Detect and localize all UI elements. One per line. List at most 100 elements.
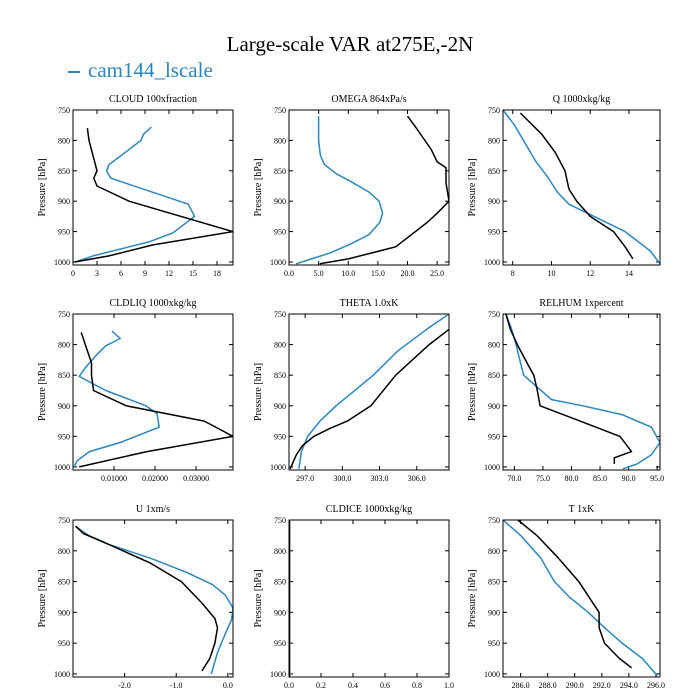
y-axis-label: Pressure [hPa] (253, 158, 264, 216)
y-tick-label: 800 (274, 341, 286, 350)
y-tick-label: 850 (58, 578, 70, 587)
y-tick-label: 950 (274, 228, 286, 237)
x-tick-label: 300.0 (333, 474, 351, 483)
y-tick-label: 1000 (270, 463, 286, 472)
y-tick-label: 750 (488, 106, 500, 115)
x-tick-label: -1.0 (170, 681, 183, 690)
y-tick-label: 900 (488, 608, 500, 617)
y-axis-label: Pressure [hPa] (37, 158, 48, 216)
x-tick-label: 18 (213, 269, 221, 278)
x-tick-label: 70.0 (507, 474, 521, 483)
y-tick-label: 850 (58, 167, 70, 176)
y-tick-label: 800 (274, 547, 286, 556)
series-line-black (79, 332, 233, 468)
plot-frame (288, 109, 450, 266)
y-tick-label: 750 (488, 516, 500, 525)
series-line-black (319, 115, 449, 265)
panel-5: THETA 1.0xK Pressure [hPa] 750 800 850 900 950… (253, 298, 450, 483)
y-tick-label: 900 (274, 197, 286, 206)
panel-title: U 1xm/s (136, 504, 170, 515)
plot-frame (288, 313, 450, 471)
y-tick-label: 750 (274, 310, 286, 319)
x-tick-label: 0.2 (316, 681, 326, 690)
x-tick-label: 0.02000 (142, 474, 168, 483)
x-tick-label: 80.0 (565, 474, 579, 483)
panel-title: T 1xK (569, 504, 595, 515)
series-line-cam144-lscale (298, 314, 449, 469)
y-tick-label: 750 (274, 516, 286, 525)
x-tick-label: 0.01000 (101, 474, 127, 483)
y-tick-label: 1000 (484, 258, 500, 267)
x-tick-label: 292.0 (593, 681, 611, 690)
plot-frame (72, 109, 234, 266)
plot-frame (288, 519, 450, 678)
x-tick-label: 10 (547, 269, 555, 278)
y-tick-label: 750 (58, 516, 70, 525)
x-tick-label: 8 (511, 269, 515, 278)
y-tick-label: 800 (488, 341, 500, 350)
x-tick-label: -2.0 (118, 681, 131, 690)
x-tick-label: 294.0 (620, 681, 638, 690)
figure-title: Large-scale VAR at275E,-2N (226, 32, 474, 56)
y-tick-label: 950 (488, 639, 500, 648)
y-tick-label: 850 (274, 578, 286, 587)
x-tick-label: 5.0 (314, 269, 324, 278)
x-tick-label: 10.0 (341, 269, 355, 278)
x-tick-label: 1.0 (444, 681, 454, 690)
y-tick-label: 900 (58, 197, 70, 206)
panel-8: CLDICE 1000xkg/kg Pressure [hPa] 750 800 850… (253, 504, 454, 690)
y-tick-label: 1000 (270, 258, 286, 267)
panel-title: THETA 1.0xK (340, 298, 399, 309)
series-line-cam144-lscale (73, 330, 160, 468)
y-tick-label: 950 (274, 432, 286, 441)
y-tick-label: 800 (58, 136, 70, 145)
y-tick-label: 800 (58, 341, 70, 350)
y-tick-label: 750 (274, 106, 286, 115)
x-tick-label: 288.0 (539, 681, 557, 690)
y-axis-label: Pressure [hPa] (253, 569, 264, 627)
y-tick-label: 750 (488, 310, 500, 319)
y-axis-label: Pressure [hPa] (37, 569, 48, 627)
series-line-black (75, 525, 219, 672)
y-axis-label: Pressure [hPa] (467, 158, 478, 216)
x-tick-label: 0.8 (412, 681, 422, 690)
y-tick-label: 900 (488, 402, 500, 411)
y-tick-label: 900 (274, 402, 286, 411)
y-axis-label: Pressure [hPa] (467, 363, 478, 421)
x-tick-label: 303.0 (371, 474, 389, 483)
x-tick-label: 95.0 (650, 474, 664, 483)
y-tick-label: 850 (274, 371, 286, 380)
series-line-cam144-lscale (503, 520, 658, 677)
panel-title: Q 1000xkg/kg (553, 94, 611, 105)
y-tick-label: 850 (274, 167, 286, 176)
y-tick-label: 1000 (54, 670, 70, 679)
x-tick-label: 15 (189, 269, 197, 278)
series-line-black (519, 112, 634, 260)
series-line-black (289, 328, 449, 470)
x-tick-label: 75.0 (536, 474, 550, 483)
y-tick-label: 950 (488, 432, 500, 441)
x-tick-label: 12 (165, 269, 173, 278)
plot-frame (502, 109, 661, 266)
y-tick-label: 850 (488, 371, 500, 380)
y-tick-label: 900 (58, 402, 70, 411)
y-tick-label: 750 (58, 310, 70, 319)
y-tick-label: 950 (58, 432, 70, 441)
legend: cam144_lscale (68, 58, 213, 83)
y-tick-label: 1000 (54, 258, 70, 267)
y-axis-label: Pressure [hPa] (253, 363, 264, 421)
panel-4: CLDLIQ 1000xkg/kg Pressure [hPa] 750 800 850… (37, 298, 234, 483)
x-tick-label: 14 (625, 269, 633, 278)
series-line-black (74, 128, 233, 263)
y-tick-label: 1000 (484, 463, 500, 472)
panel-title: RELHUM 1xpercent (539, 298, 623, 309)
plot-frame (72, 313, 234, 471)
x-tick-label: 9 (143, 269, 147, 278)
y-tick-label: 800 (488, 547, 500, 556)
legend-line-swatch (68, 71, 80, 74)
x-tick-label: 297.0 (296, 474, 314, 483)
x-tick-label: 6 (119, 269, 123, 278)
x-tick-label: 0.03000 (183, 474, 209, 483)
x-tick-label: 0.0 (284, 681, 294, 690)
